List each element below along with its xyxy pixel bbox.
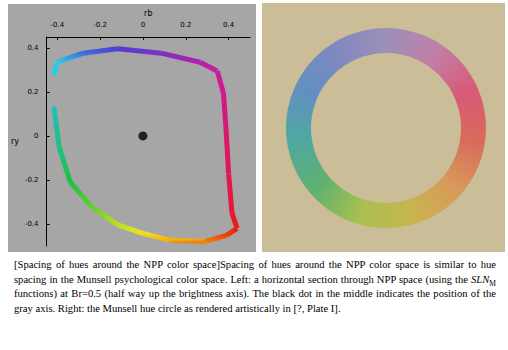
svg-text:-0.2: -0.2: [93, 21, 107, 29]
svg-text:0: 0: [141, 21, 145, 29]
svg-text:-0.4: -0.4: [50, 21, 64, 29]
svg-text:0.4: 0.4: [223, 21, 235, 29]
svg-text:-0.2: -0.2: [25, 176, 39, 184]
svg-text:0: 0: [34, 132, 38, 140]
svg-text:0.2: 0.2: [180, 21, 191, 29]
svg-text:rb: rb: [144, 9, 152, 18]
svg-text:ry: ry: [11, 137, 19, 146]
html-text:functions) at Br=0.5 (half way: functions) at Br=0.5 (half way up the br…: [14, 288, 496, 314]
svg-text:-0.4: -0.4: [25, 220, 39, 228]
html-text:[Spacing of hues around the NP: [Spacing of hues around the NPP color sp…: [14, 259, 496, 288]
svg-text:0.4: 0.4: [27, 44, 39, 52]
svg-text:0.2: 0.2: [27, 88, 38, 96]
